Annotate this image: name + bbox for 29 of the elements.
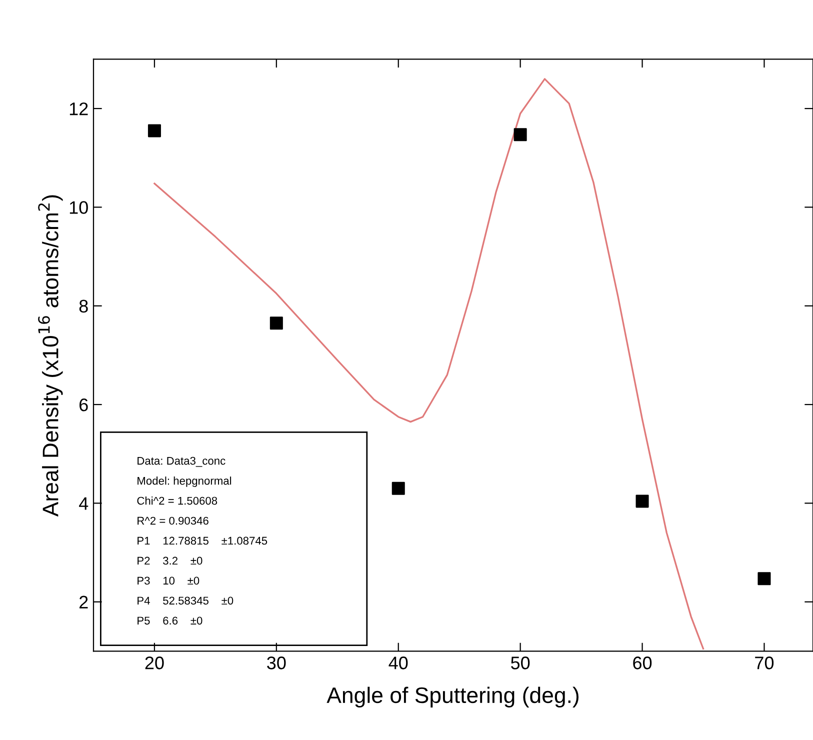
point <box>514 128 527 142</box>
y-tick-label: 10 <box>70 201 88 214</box>
point <box>392 482 405 495</box>
y-tick-label: 8 <box>79 300 88 313</box>
annotation: P5 6.6 ±0 <box>138 616 202 625</box>
x-tick-label: 20 <box>145 656 164 670</box>
annotation: P4 52.58345 ±0 <box>138 596 234 605</box>
x-axis-title: Angle of Sputtering (deg.) <box>326 686 578 708</box>
annotation: P3 10 ±0 <box>138 576 200 585</box>
point <box>270 316 283 330</box>
x-tick-label: 30 <box>267 656 286 670</box>
y-tick-label: 2 <box>80 596 88 608</box>
annotation: Chi^2 = 1.50608 <box>137 496 218 505</box>
point <box>636 494 649 508</box>
annotation: Model: hepgnormal <box>138 476 232 487</box>
annotation: P1 12.78815 ±1.08745 <box>138 536 268 545</box>
point <box>758 572 771 586</box>
y-tick-label: 6 <box>80 398 88 412</box>
x-tick-label: 60 <box>633 656 652 670</box>
annotation: Data: Data3_conc <box>138 456 226 467</box>
annotation: P2 3.2 ±0 <box>138 556 202 565</box>
x-tick-label: 70 <box>755 656 774 670</box>
y-tick-label: 12 <box>70 102 88 116</box>
x-tick-label: 50 <box>511 656 530 670</box>
x-tick-label: 40 <box>388 656 408 670</box>
y-axis-title: Areal Density (x10$^{16}$ atoms/cm$^{2}$) <box>38 195 63 517</box>
y-tick-label: 4 <box>79 497 88 510</box>
annotation: R^2 = 0.90346 <box>138 516 208 525</box>
point <box>148 124 161 138</box>
